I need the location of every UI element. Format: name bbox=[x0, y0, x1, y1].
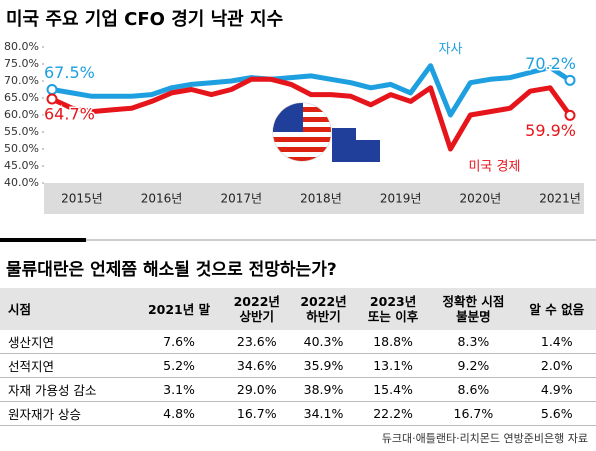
x-tick-label: 2018년 bbox=[300, 192, 342, 206]
cell: 13.1% bbox=[356, 353, 430, 378]
cell: 38.9% bbox=[290, 377, 357, 402]
source: 듀크대·애틀랜타·리치몬드 연방준비은행 자료 bbox=[381, 432, 588, 445]
row: 선적지연 5.2% 34.6% 35.9% 13.1% 9.2% 2.0% bbox=[0, 353, 596, 378]
cell: 22.2% bbox=[356, 401, 430, 426]
header-cell: 2023년 또는 이후 bbox=[356, 288, 430, 330]
table: 시점 2021년 말 2022년 상반기 2022년 하반기 2023년 또는 이후 정확… bbox=[0, 288, 596, 426]
cell: 40.3% bbox=[290, 330, 357, 354]
x-tick-label: 2019년 bbox=[380, 192, 422, 206]
y-tick-label: 60.0% bbox=[4, 108, 39, 121]
value-label: 67.5% bbox=[44, 63, 95, 82]
header-row: 시점 2021년 말 2022년 상반기 2022년 하반기 2023년 또는 이후 정확… bbox=[0, 288, 596, 330]
point bbox=[46, 93, 58, 105]
header-cell: 알 수 없음 bbox=[517, 288, 596, 330]
cell: 16.7% bbox=[429, 401, 518, 426]
cell: 15.4% bbox=[356, 377, 430, 402]
x-tick-label: 2017년 bbox=[220, 192, 262, 206]
cell: 29.0% bbox=[223, 377, 291, 402]
x-tick-label: 2015년 bbox=[61, 192, 103, 206]
cell: 35.9% bbox=[290, 353, 357, 378]
legend-label: 미국 경제 bbox=[468, 160, 520, 175]
header-cell: 2022년 상반기 bbox=[223, 288, 291, 330]
y-tick-label: 80.0% bbox=[4, 40, 39, 53]
legend-label: 자사 bbox=[439, 42, 463, 57]
cell: 4.9% bbox=[517, 377, 596, 402]
chart: 미국 주요 기업 CFO 경기 낙관 지수 물류대란은 언제쯤 해소될 것으로 … bbox=[0, 9, 596, 280]
y-tick-label: 65.0% bbox=[4, 91, 39, 104]
point bbox=[564, 74, 576, 86]
y-tick-label: 70.0% bbox=[4, 74, 39, 87]
cell: 2.0% bbox=[517, 353, 596, 378]
cell: 34.6% bbox=[223, 353, 291, 378]
cell: 원자재가 상승 bbox=[0, 401, 135, 426]
x-tick-label: 2016년 bbox=[141, 192, 183, 206]
flag-icon bbox=[272, 102, 380, 162]
value-label: 70.2% bbox=[525, 54, 576, 73]
header-cell: 2021년 말 bbox=[134, 288, 224, 330]
cell: 4.8% bbox=[134, 401, 224, 426]
header-cell: 시점 bbox=[0, 288, 135, 330]
cell: 9.2% bbox=[429, 353, 518, 378]
cell: 3.1% bbox=[134, 377, 224, 402]
row: 원자재가 상승 4.8% 16.7% 34.1% 22.2% 16.7% 5.6% bbox=[0, 401, 596, 426]
cell: 자재 가용성 감소 bbox=[0, 377, 135, 402]
header-cell: 정확한 시점 불분명 bbox=[429, 288, 518, 330]
cell: 1.4% bbox=[517, 330, 596, 354]
x-tick-label: 2020년 bbox=[460, 192, 502, 206]
cell: 23.6% bbox=[223, 330, 291, 354]
cell: 8.6% bbox=[429, 377, 518, 402]
y-tick-label: 45.0% bbox=[4, 159, 39, 172]
y-tick-label: 40.0% bbox=[4, 176, 39, 189]
cell: 18.8% bbox=[356, 330, 430, 354]
x-axis-band bbox=[44, 183, 584, 214]
y-tick-label: 50.0% bbox=[4, 142, 39, 155]
row: 생산지연 7.6% 23.6% 40.3% 18.8% 8.3% 1.4% bbox=[0, 330, 596, 354]
cell: 8.3% bbox=[429, 330, 518, 354]
point bbox=[46, 84, 58, 95]
cell: 34.1% bbox=[290, 401, 357, 426]
line bbox=[50, 76, 573, 152]
y-tick-label: 55.0% bbox=[4, 125, 39, 138]
cell: 16.7% bbox=[223, 401, 291, 426]
row: 자재 가용성 감소 3.1% 29.0% 38.9% 15.4% 8.6% 4.9% bbox=[0, 377, 596, 402]
cell: 5.2% bbox=[134, 353, 224, 378]
value-label: 64.7% bbox=[44, 105, 95, 124]
line bbox=[51, 63, 572, 118]
x-tick-label: 2021년 bbox=[539, 192, 581, 206]
cell: 생산지연 bbox=[0, 330, 135, 354]
point bbox=[564, 109, 576, 121]
cell: 7.6% bbox=[134, 330, 224, 354]
cell: 5.6% bbox=[517, 401, 596, 426]
chart-title: 미국 주요 기업 CFO 경기 낙관 지수 bbox=[6, 9, 283, 30]
header-cell: 2022년 하반기 bbox=[290, 288, 357, 330]
table-title: 물류대란은 언제쯤 해소될 것으로 전망하는가? bbox=[6, 260, 337, 280]
y-tick-label: 75.0% bbox=[4, 57, 39, 70]
value-label: 59.9% bbox=[525, 121, 576, 140]
cell: 선적지연 bbox=[0, 353, 135, 378]
